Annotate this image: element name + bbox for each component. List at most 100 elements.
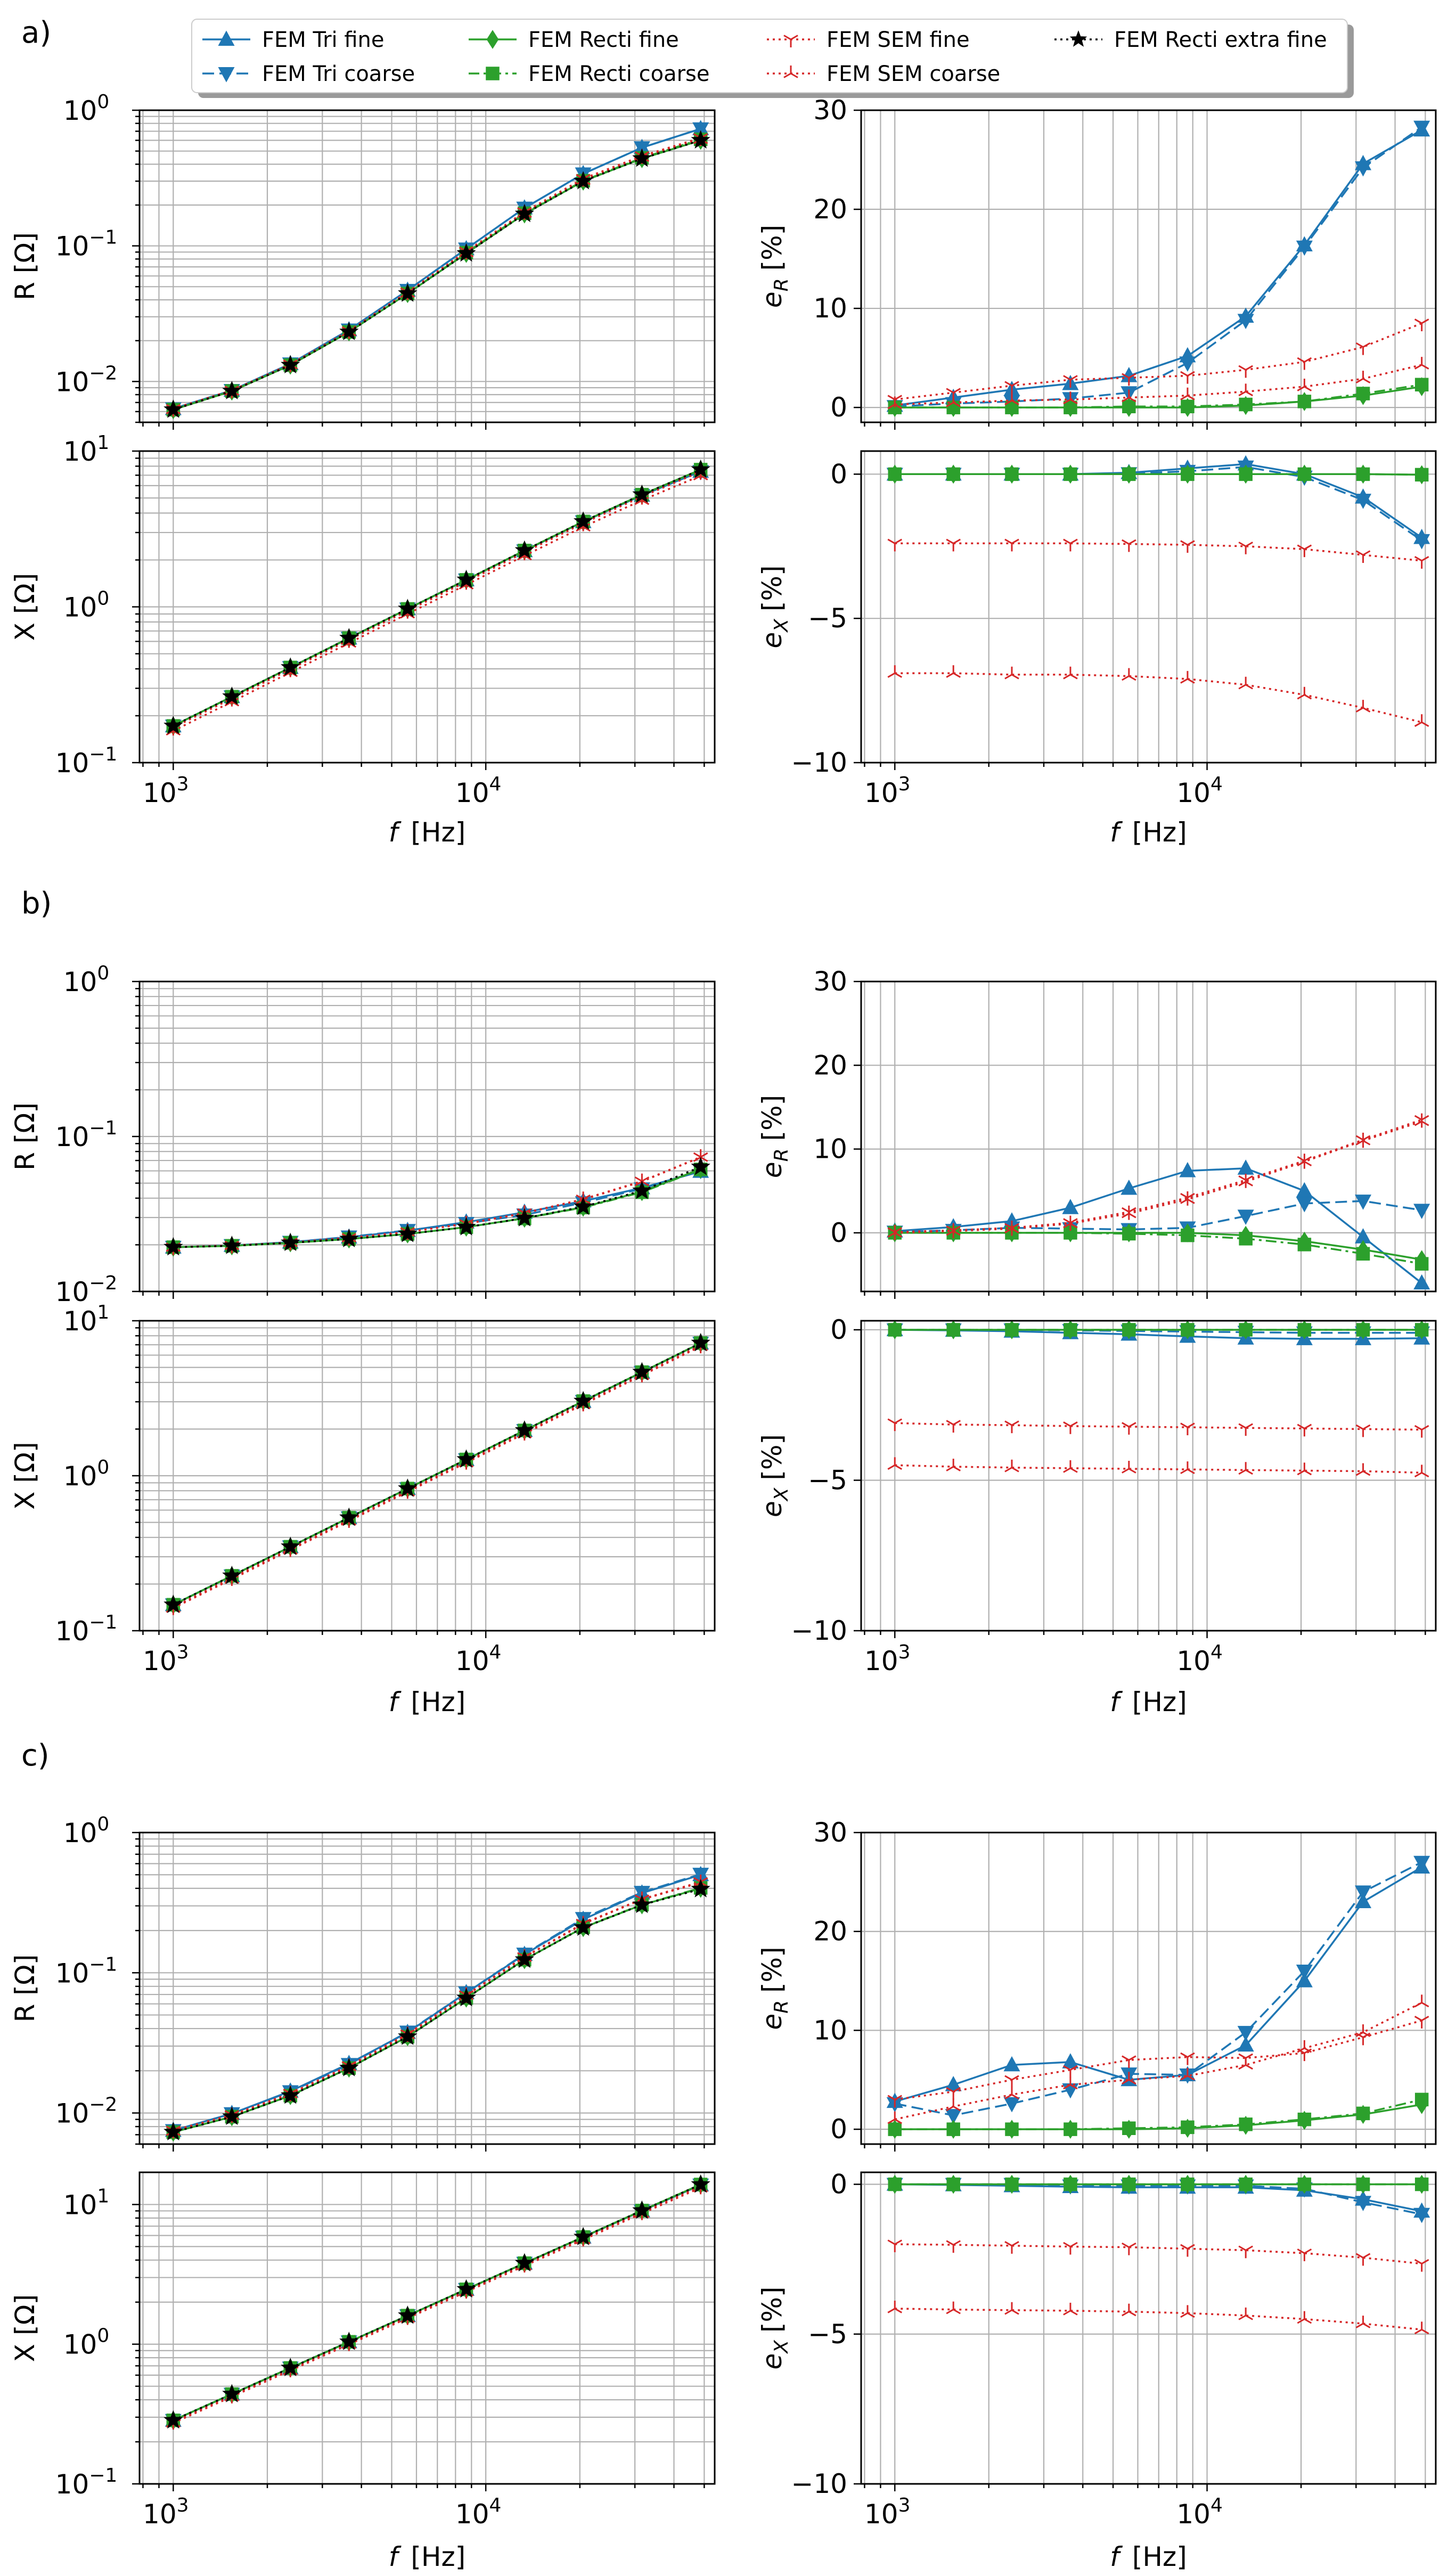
data-point (1180, 540, 1195, 553)
data-point (281, 2085, 300, 2104)
data-point (1355, 494, 1372, 509)
data-point (1122, 467, 1136, 481)
axes-er: 0 10 20 30 eR[%] (757, 95, 1437, 430)
data-point (222, 2106, 242, 2125)
series-line (895, 672, 1422, 723)
data-point (1122, 2303, 1136, 2317)
y-tick-label: 0 (830, 2114, 847, 2145)
data-point (1355, 2316, 1371, 2328)
data-point (1355, 700, 1371, 713)
y-ticks (132, 1831, 140, 2145)
x-tick-label: 104 (1176, 2495, 1223, 2530)
data-point (887, 2239, 903, 2252)
series-line (173, 138, 701, 411)
data-point (1122, 1323, 1136, 1337)
data-point (1297, 2177, 1312, 2191)
data-point (946, 2087, 961, 2100)
x-axis-label: f [Hz] (1110, 1687, 1187, 1718)
series-sem-coarse (887, 1113, 1429, 1238)
data-point (1238, 2307, 1253, 2320)
data-point (1180, 2244, 1195, 2257)
data-point (514, 1208, 535, 1226)
y-ticks (132, 980, 140, 1293)
data-point (945, 2109, 962, 2124)
legend-marker (486, 30, 499, 49)
series-recti-coarse (888, 467, 1429, 482)
data-point (281, 2358, 300, 2376)
series-line (173, 475, 701, 732)
data-point (1414, 318, 1429, 331)
data-point (887, 538, 903, 552)
legend-marker (783, 66, 798, 78)
data-point (398, 1478, 418, 1497)
y-tick-label: 10−1 (55, 743, 118, 779)
data-point (1237, 2026, 1254, 2041)
data-point (1297, 544, 1312, 558)
data-point (1180, 371, 1195, 384)
data-point (1355, 2032, 1371, 2046)
data-point (1122, 1226, 1136, 1241)
data-point (1179, 1162, 1196, 1177)
y-tick-label: −5 (808, 1465, 847, 1495)
data-point (1180, 670, 1195, 684)
data-point (888, 467, 902, 481)
data-point (693, 1149, 708, 1162)
data-point (222, 686, 242, 705)
data-point (887, 2300, 903, 2313)
data-point (1063, 1215, 1078, 1229)
series-group (163, 1866, 710, 2142)
axes-r: 10−2 10−1 100 R [Ω] (10, 1813, 716, 2152)
x-ticks (864, 1631, 1426, 1638)
data-point (1004, 381, 1019, 394)
data-point (888, 1323, 902, 1337)
series-recti-coarse (888, 2092, 1429, 2136)
data-point (1296, 1972, 1313, 1988)
y-tick-label: 10−1 (55, 1953, 118, 1989)
series-line (895, 322, 1422, 400)
x-tick-label: 103 (143, 773, 189, 808)
data-point (1238, 383, 1253, 397)
data-point (514, 540, 535, 559)
x-tick-label: 104 (455, 2495, 502, 2530)
data-point (1355, 342, 1371, 355)
series-extra-fine (163, 2174, 710, 2429)
data-point (1239, 2177, 1253, 2191)
data-point (946, 2098, 961, 2112)
data-point (691, 1332, 710, 1352)
data-point (1239, 397, 1253, 412)
data-point (1297, 1154, 1312, 1166)
legend-label: FEM SEM fine (827, 28, 970, 52)
x-tick-label: 103 (864, 2495, 911, 2530)
data-point (1004, 1459, 1019, 1473)
y-axis-label: eR[%] (757, 1095, 792, 1178)
x-tick-label: 103 (864, 1641, 911, 1677)
data-point (1414, 2321, 1429, 2335)
axes-x: 103 104 f [Hz] 10−1 100 101 X [Ω] (10, 2171, 716, 2572)
data-point (1063, 1226, 1077, 1240)
series-line (173, 1873, 701, 2132)
legend-entry-sem-fine: FEM SEM fine (767, 28, 970, 52)
y-axis-label: R [Ω] (10, 1102, 40, 1171)
data-point (1239, 1232, 1253, 1246)
data-point (514, 1949, 535, 1968)
data-point (1180, 2305, 1195, 2318)
data-point (281, 657, 300, 676)
data-point (632, 1894, 652, 1913)
x-ticks (864, 1291, 1426, 1299)
data-point (1004, 2075, 1019, 2088)
series-sem-coarse (887, 357, 1429, 410)
data-point (887, 1418, 903, 1432)
data-point (339, 1229, 359, 1248)
data-point (1413, 2207, 1430, 2223)
data-point (1297, 379, 1312, 391)
series-group (886, 120, 1430, 417)
series-line (895, 2019, 1422, 2101)
series-extra-fine (163, 1879, 710, 2141)
y-tick-label: 30 (813, 966, 847, 997)
data-point (1003, 2056, 1020, 2072)
data-point (281, 1536, 300, 1555)
data-point (1063, 375, 1078, 388)
data-point (573, 1917, 593, 1936)
data-point (1414, 1994, 1429, 2008)
